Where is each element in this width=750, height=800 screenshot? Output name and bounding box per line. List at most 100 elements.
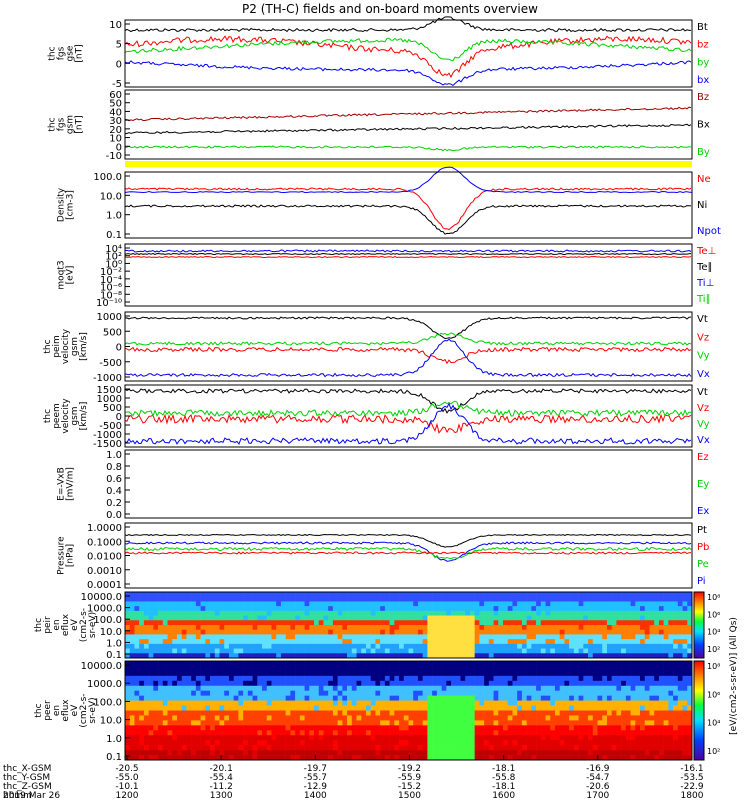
spectrogram-cell [323, 700, 329, 706]
spectrogram-cell [668, 625, 674, 631]
spectrogram-cell [243, 629, 249, 635]
spectrogram-cell [578, 592, 584, 598]
spectrogram-cell [337, 705, 343, 711]
spectrogram-cell [257, 715, 263, 721]
spectrogram-cell [167, 725, 173, 731]
spectrogram-cell [134, 710, 140, 716]
spectrogram-cell [654, 705, 660, 711]
spectrogram-cell [389, 601, 395, 607]
spectrogram-cell [266, 625, 272, 631]
spectrogram-cell [186, 653, 192, 659]
spectrogram-cell [446, 615, 452, 621]
spectrogram-cell [578, 690, 584, 696]
spectrogram-cell [233, 615, 239, 621]
spectrogram-cell [441, 730, 447, 736]
spectrogram-cell [370, 680, 376, 687]
spectrogram-cell [677, 755, 683, 761]
spectrogram-cell [503, 665, 509, 672]
spectrogram-cell [323, 670, 329, 677]
spectrogram-cell [328, 653, 334, 659]
spectrogram-cell [503, 592, 509, 598]
spectrogram-cell [521, 735, 527, 741]
spectrogram-cell [342, 639, 348, 645]
spectrogram-cell [583, 596, 589, 602]
spectrogram-cell [654, 750, 660, 756]
spectrogram-cell [129, 745, 135, 751]
spectrogram-cell [356, 615, 362, 621]
spectrogram-cell [370, 615, 376, 621]
spectrogram-cell [550, 690, 556, 696]
spectrogram-cell [564, 685, 570, 691]
spectrogram-cell [162, 629, 168, 635]
spectrogram-cell [247, 720, 253, 726]
spectrogram-cell [384, 648, 390, 654]
spectrogram-cell [550, 700, 556, 706]
spectrogram-cell [233, 685, 239, 691]
spectrogram-cell [512, 700, 518, 706]
spectrogram-cell [550, 648, 556, 654]
spectrogram-cell [375, 606, 381, 612]
spectrogram-cell [545, 700, 551, 706]
spectrogram-cell [451, 695, 457, 701]
axis-value: 1500 [398, 791, 421, 800]
spectrogram-cell [503, 606, 509, 612]
spectrogram-cell [162, 601, 168, 607]
spectrogram-cell [408, 634, 414, 640]
spectrogram-cell [252, 620, 258, 626]
spectrogram-cell [559, 653, 565, 659]
spectrogram-cell [422, 601, 428, 607]
spectrogram-cell [172, 690, 178, 696]
spectrogram-cell [564, 725, 570, 731]
y-tick-label: 10 [109, 134, 122, 145]
spectrogram-cell [271, 700, 277, 706]
spectrogram-cell [484, 661, 490, 667]
spectrogram-cell [682, 629, 688, 635]
spectrogram-cell [465, 675, 471, 682]
spectrogram-cell [408, 643, 414, 649]
spectrogram-cell [451, 745, 457, 751]
spectrogram-cell [677, 705, 683, 711]
spectrogram-cell [219, 725, 225, 731]
spectrogram-cell [554, 725, 560, 731]
spectrogram-cell [484, 610, 490, 616]
spectrogram-cell [247, 695, 253, 701]
spectrogram-cell [243, 700, 249, 706]
spectrogram-cell [228, 745, 234, 751]
y-tick-label: 100.0 [93, 172, 122, 183]
y-tick-label: 10⁰ [105, 259, 122, 270]
spectrogram-cell [507, 596, 513, 602]
spectrogram-cell [195, 653, 201, 659]
spectrogram-cell [129, 755, 135, 761]
spectrogram-cell [569, 675, 575, 682]
spectrogram-cell [573, 720, 579, 726]
spectrogram-cell [158, 596, 164, 602]
spectrogram-cell [323, 665, 329, 672]
spectrogram-cell [304, 615, 310, 621]
spectrogram-cell [214, 675, 220, 682]
spectrogram-cell [370, 705, 376, 711]
spectrogram-cell [422, 725, 428, 731]
spectrogram-cell [158, 710, 164, 716]
spectrogram-cell [474, 745, 480, 751]
spectrogram-cell [498, 740, 504, 746]
spectrogram-cell [687, 653, 693, 659]
spectrogram-cell [422, 653, 428, 659]
spectrogram-cell [219, 606, 225, 612]
spectrogram-cell [592, 750, 598, 756]
spectrogram-cell [512, 665, 518, 672]
y-tick-label: 0 [116, 412, 122, 423]
spectrogram-cell [611, 615, 617, 621]
spectrogram-cell [139, 735, 145, 741]
spectrogram-cell [687, 745, 693, 751]
spectrogram-cell [588, 648, 594, 654]
spectrogram-cell [512, 730, 518, 736]
spectrogram-cell [276, 661, 282, 667]
spectrogram-cell [309, 730, 315, 736]
spectrogram-cell [441, 675, 447, 682]
spectrogram-cell [195, 690, 201, 696]
spectrogram-cell [299, 735, 305, 741]
spectrogram-cell [540, 710, 546, 716]
spectrogram-cell [451, 730, 457, 736]
spectrogram-cell [139, 710, 145, 716]
spectrogram-cell [318, 643, 324, 649]
